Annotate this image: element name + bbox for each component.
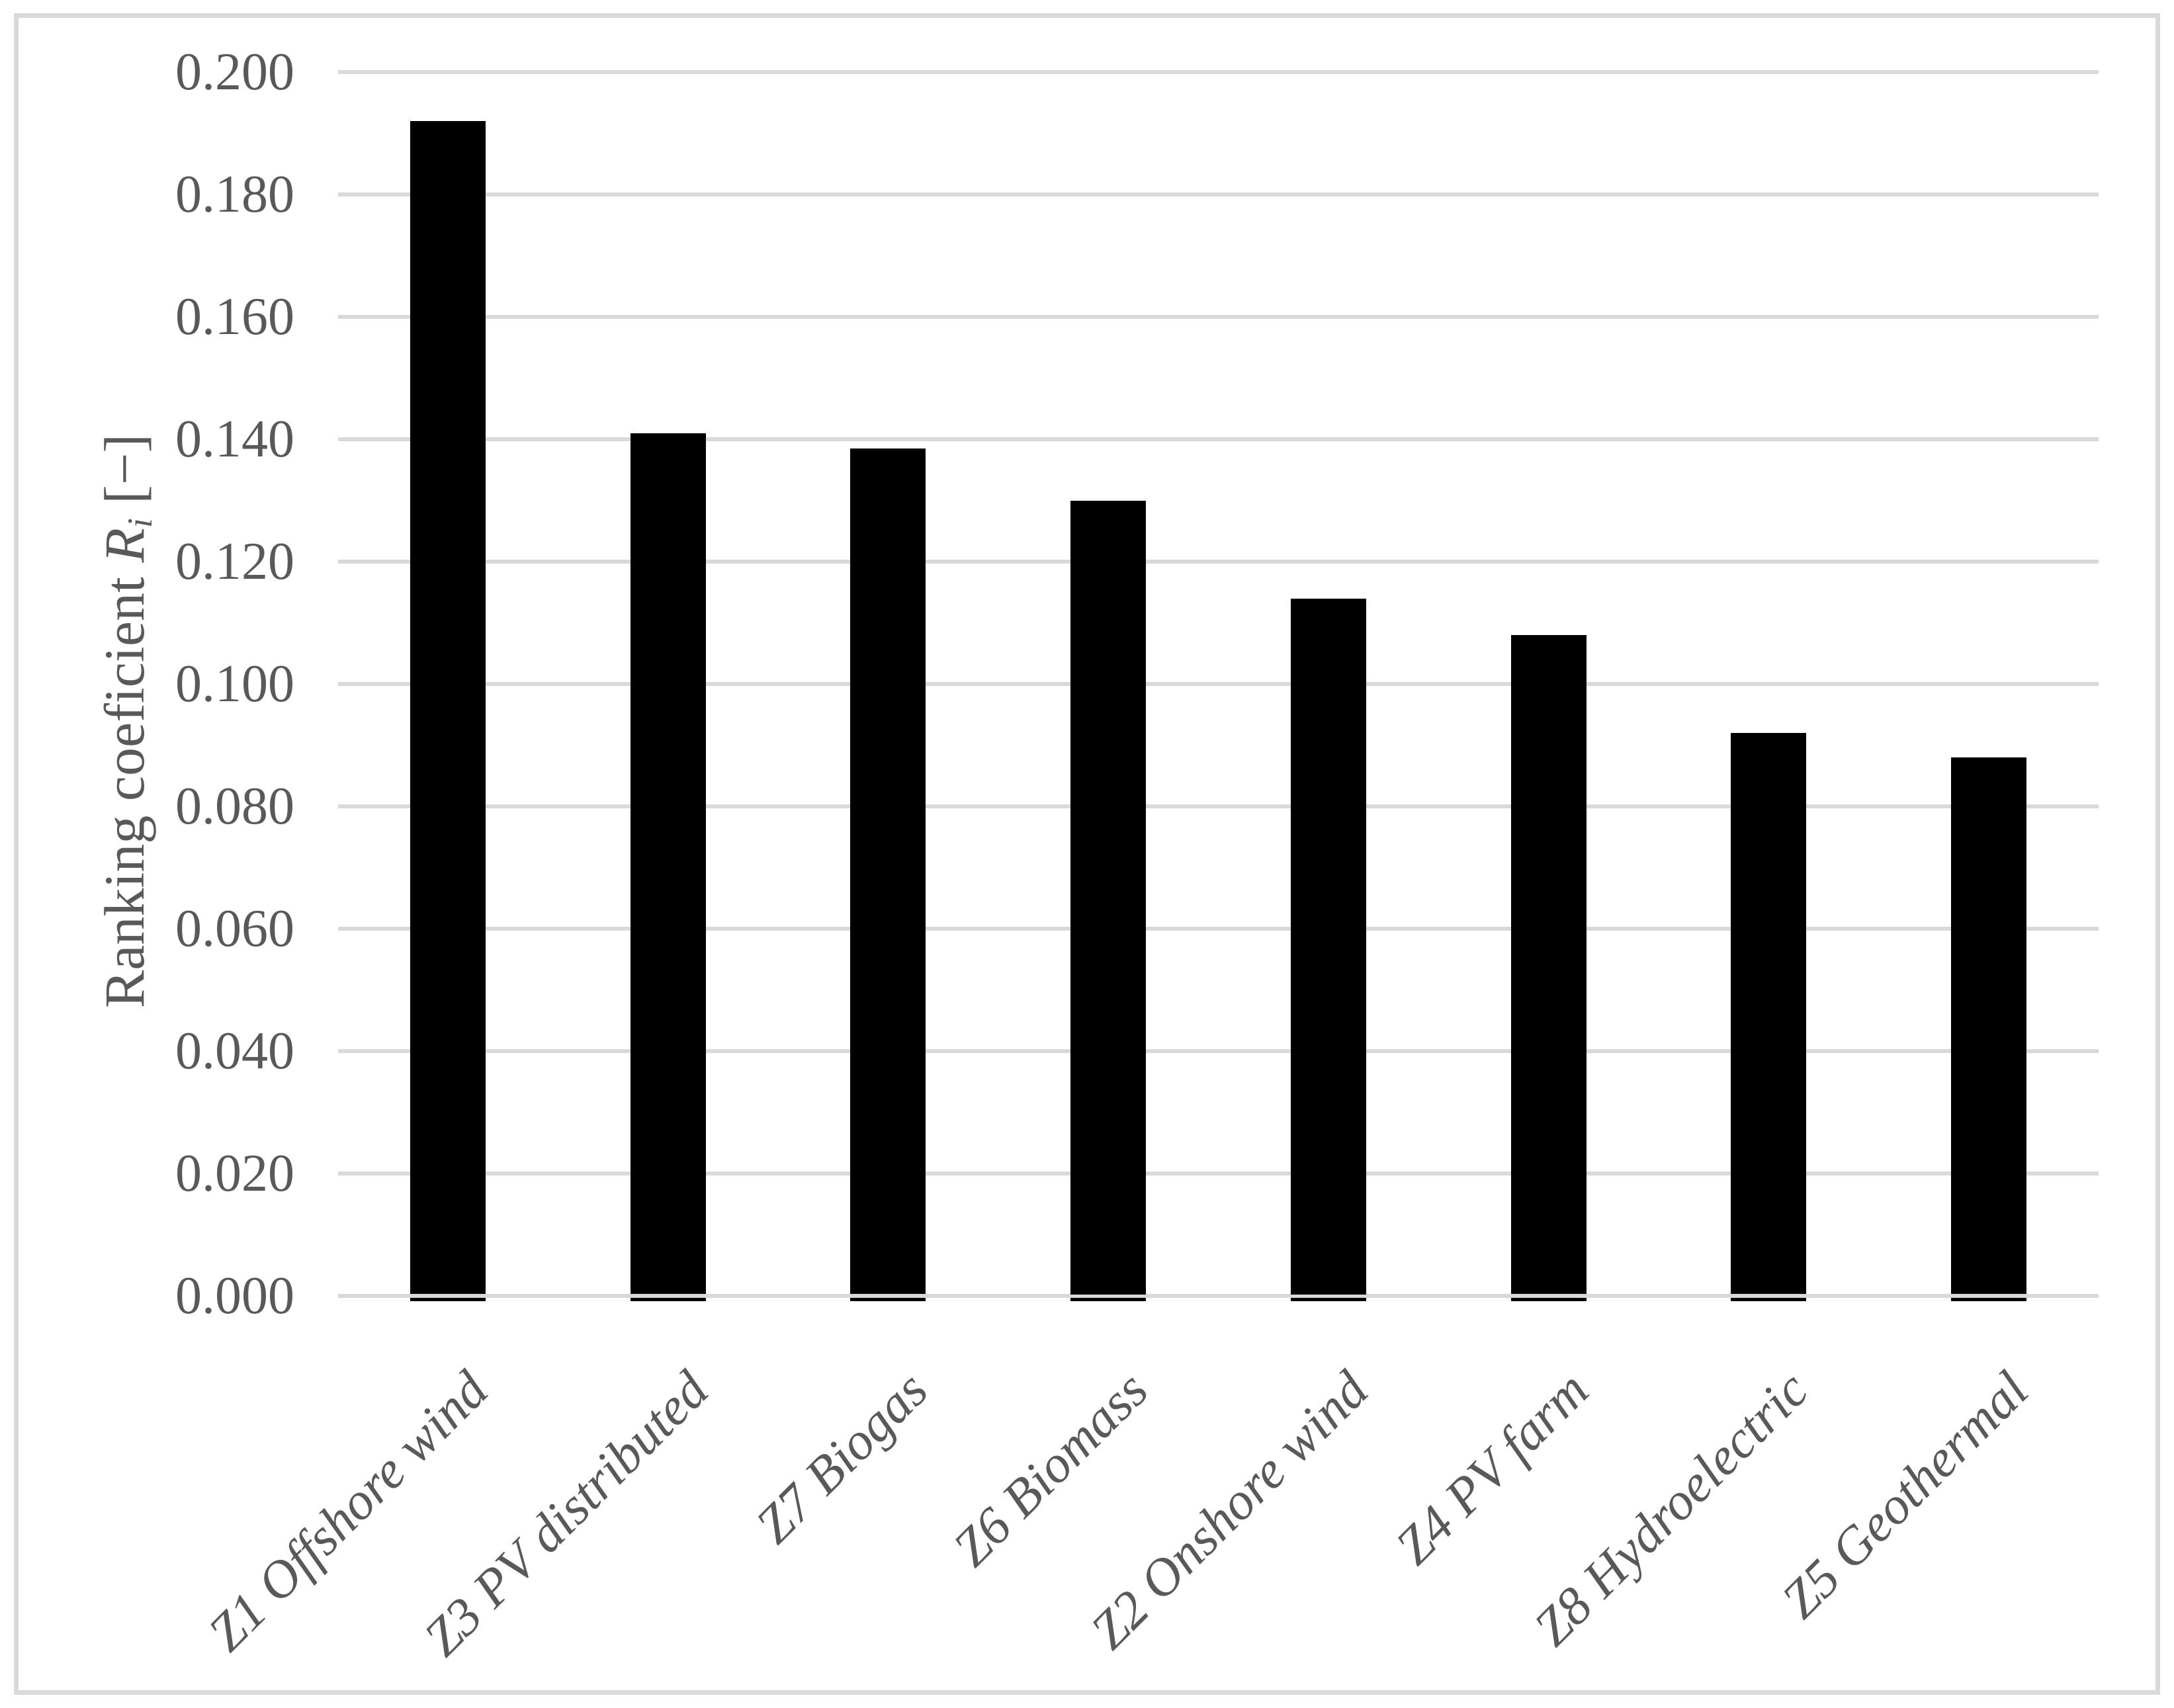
- bar-baseline-mark: [1951, 1298, 2026, 1301]
- bar-baseline-mark: [1731, 1298, 1806, 1301]
- gridline: [338, 70, 2099, 74]
- gridline: [338, 1172, 2099, 1175]
- gridline: [338, 315, 2099, 319]
- bar: [1511, 635, 1587, 1294]
- bar-baseline-mark: [630, 1298, 706, 1301]
- y-axis-title-symbol: R: [92, 528, 156, 563]
- bar: [1291, 599, 1366, 1295]
- bar: [1070, 501, 1146, 1295]
- gridline: [338, 927, 2099, 931]
- y-axis-tick-label: 0.120: [175, 533, 294, 591]
- bar: [630, 433, 706, 1294]
- bar-baseline-mark: [1511, 1298, 1587, 1301]
- x-category-label: Z6 Biomass: [942, 1361, 1160, 1578]
- bar: [410, 121, 486, 1294]
- gridline: [338, 192, 2099, 196]
- y-axis-tick-label: 0.180: [175, 165, 294, 224]
- x-category-label: Z4 PV farm: [1385, 1361, 1600, 1576]
- gridline: [338, 437, 2099, 441]
- y-axis-tick-label: 0.020: [175, 1144, 294, 1203]
- y-axis-tick-label: 0.200: [175, 43, 294, 101]
- gridline: [338, 682, 2099, 686]
- gridline: [338, 804, 2099, 808]
- bar-baseline-mark: [1291, 1298, 1366, 1301]
- bar-baseline-mark: [410, 1298, 486, 1301]
- bar-baseline-mark: [1070, 1298, 1146, 1301]
- y-axis-tick-label: 0.100: [175, 655, 294, 713]
- y-axis-title-prefix: Ranking coeficient: [92, 562, 156, 1009]
- y-axis-tick-label: 0.160: [175, 288, 294, 346]
- gridline: [338, 1294, 2099, 1298]
- y-axis-tick-label: 0.140: [175, 410, 294, 468]
- bar-baseline-mark: [850, 1298, 926, 1301]
- bar: [1731, 733, 1806, 1294]
- y-axis-tick-label: 0.080: [175, 777, 294, 835]
- y-axis-title-text: Ranking coeficient Ri [−]: [91, 434, 160, 1008]
- gridline: [338, 1049, 2099, 1053]
- y-axis-tick-label: 0.060: [175, 900, 294, 958]
- bar: [1951, 757, 2026, 1294]
- y-axis-title-subscript: i: [120, 518, 160, 529]
- y-axis-tick-label: 0.040: [175, 1022, 294, 1080]
- y-axis-tick-label: 0.000: [175, 1267, 294, 1325]
- gridline: [338, 560, 2099, 564]
- bar: [850, 448, 926, 1294]
- y-axis-title-suffix: [−]: [92, 433, 156, 519]
- x-category-label: Z7 Biogas: [744, 1361, 939, 1555]
